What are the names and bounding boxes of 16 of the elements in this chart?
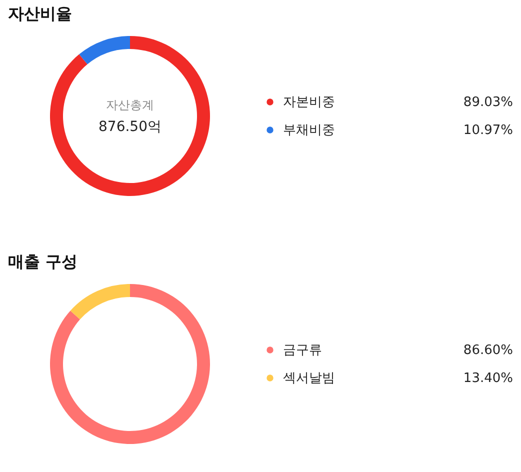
legend-label: 금구류 — [283, 343, 322, 358]
donut-slice — [50, 36, 210, 196]
donut-slice — [79, 36, 130, 64]
text: 876.50억 — [98, 119, 162, 135]
data-label: 89.03% — [463, 95, 513, 110]
legend-label: 섹서날빔 — [283, 371, 335, 386]
legend-label: 부채비중 — [283, 123, 335, 138]
donut-slice — [50, 284, 210, 444]
data-label: 10.97% — [463, 123, 513, 138]
text: 자산총계 — [106, 98, 154, 112]
chart-title: 자산비율 — [8, 4, 72, 23]
data-label: 13.40% — [463, 371, 513, 386]
data-label: 86.60% — [463, 343, 513, 358]
donut-slice — [70, 284, 130, 320]
chart-title: 매출 구성 — [8, 252, 78, 271]
legend-label: 자본비중 — [283, 95, 335, 110]
